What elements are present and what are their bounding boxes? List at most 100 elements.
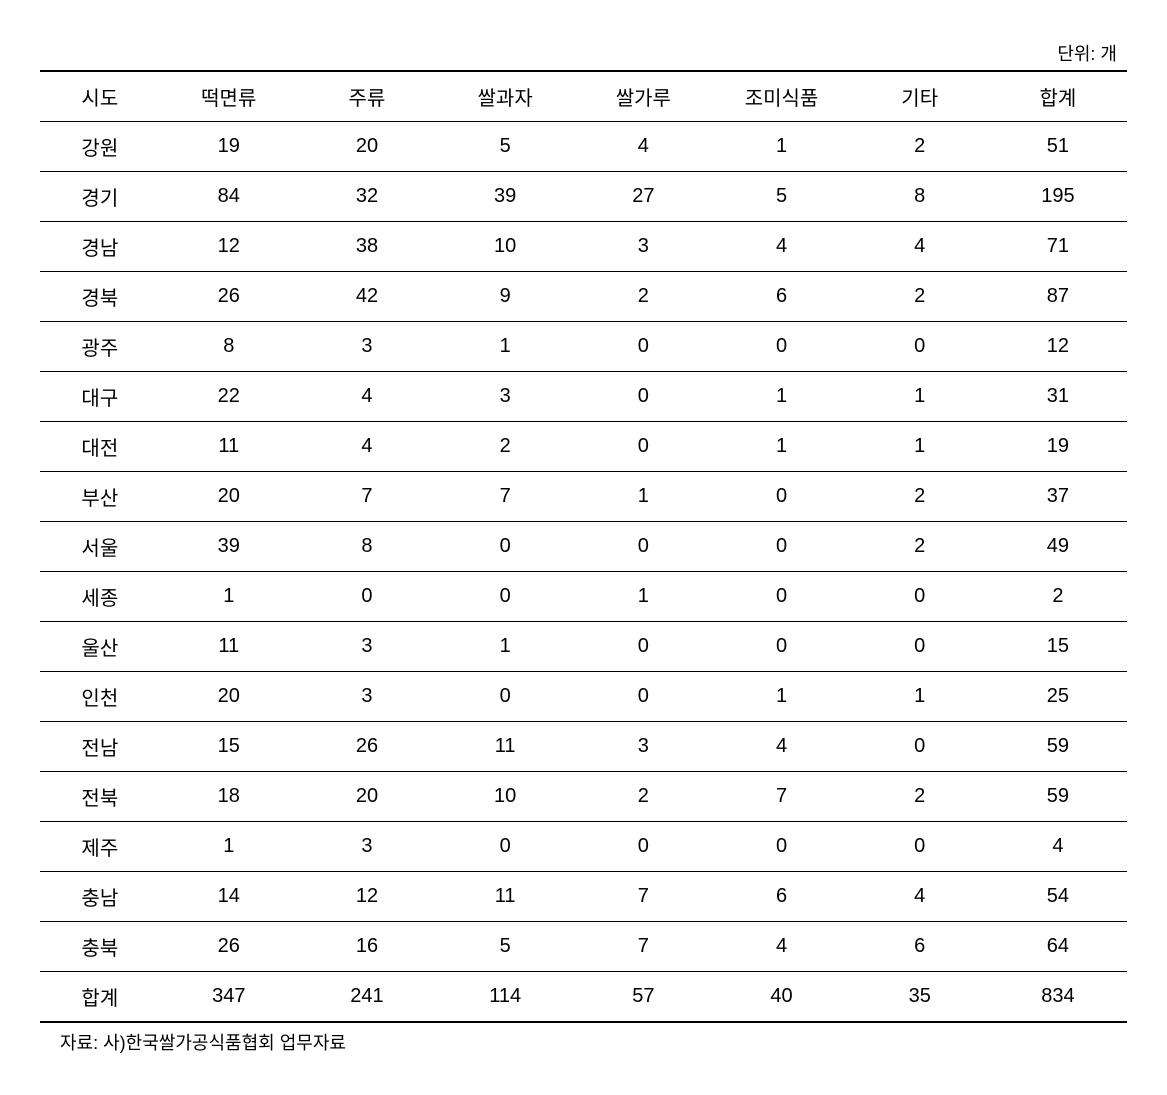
cell-value: 27: [574, 172, 712, 222]
cell-value: 0: [298, 572, 436, 622]
cell-value: 0: [712, 522, 850, 572]
cell-value: 84: [160, 172, 298, 222]
cell-value: 2: [436, 422, 574, 472]
table-row: 제주1300004: [40, 822, 1127, 872]
cell-value: 7: [298, 472, 436, 522]
cell-value: 0: [574, 522, 712, 572]
cell-value: 1: [851, 422, 989, 472]
table-row: 강원1920541251: [40, 122, 1127, 172]
cell-value: 3: [436, 372, 574, 422]
header-total: 합계: [989, 71, 1127, 122]
cell-value: 4: [298, 422, 436, 472]
cell-value: 11: [436, 722, 574, 772]
cell-value: 1: [712, 122, 850, 172]
cell-value: 4: [574, 122, 712, 172]
cell-value: 7: [436, 472, 574, 522]
table-row: 합계347241114574035834: [40, 972, 1127, 1023]
cell-region: 경기: [40, 172, 160, 222]
cell-total: 31: [989, 372, 1127, 422]
cell-value: 0: [574, 822, 712, 872]
cell-value: 3: [574, 222, 712, 272]
cell-value: 15: [160, 722, 298, 772]
cell-value: 40: [712, 972, 850, 1023]
cell-value: 0: [436, 672, 574, 722]
table-row: 대전114201119: [40, 422, 1127, 472]
cell-total: 49: [989, 522, 1127, 572]
cell-value: 114: [436, 972, 574, 1023]
cell-total: 54: [989, 872, 1127, 922]
cell-value: 0: [712, 822, 850, 872]
cell-region: 충북: [40, 922, 160, 972]
cell-value: 11: [160, 422, 298, 472]
cell-value: 241: [298, 972, 436, 1023]
unit-label: 단위: 개: [40, 40, 1127, 66]
cell-region: 합계: [40, 972, 160, 1023]
cell-value: 1: [436, 322, 574, 372]
cell-value: 0: [574, 622, 712, 672]
cell-value: 22: [160, 372, 298, 422]
table-row: 대구224301131: [40, 372, 1127, 422]
cell-value: 1: [851, 672, 989, 722]
cell-region: 제주: [40, 822, 160, 872]
cell-value: 4: [298, 372, 436, 422]
cell-value: 1: [712, 372, 850, 422]
cell-value: 35: [851, 972, 989, 1023]
cell-value: 0: [574, 322, 712, 372]
cell-total: 834: [989, 972, 1127, 1023]
cell-total: 12: [989, 322, 1127, 372]
cell-value: 8: [851, 172, 989, 222]
cell-value: 1: [851, 372, 989, 422]
table-row: 광주83100012: [40, 322, 1127, 372]
cell-value: 1: [712, 422, 850, 472]
cell-value: 20: [160, 472, 298, 522]
cell-value: 0: [712, 472, 850, 522]
cell-value: 2: [851, 272, 989, 322]
cell-region: 세종: [40, 572, 160, 622]
cell-value: 5: [436, 122, 574, 172]
table-row: 전북18201027259: [40, 772, 1127, 822]
table-row: 충북2616574664: [40, 922, 1127, 972]
cell-region: 충남: [40, 872, 160, 922]
data-table: 시도 떡면류 주류 쌀과자 쌀가루 조미식품 기타 합계 강원192054125…: [40, 70, 1127, 1023]
cell-total: 64: [989, 922, 1127, 972]
cell-value: 26: [298, 722, 436, 772]
cell-value: 4: [851, 872, 989, 922]
cell-value: 0: [712, 322, 850, 372]
cell-value: 57: [574, 972, 712, 1023]
cell-value: 20: [298, 122, 436, 172]
cell-value: 0: [436, 522, 574, 572]
cell-value: 18: [160, 772, 298, 822]
cell-total: 59: [989, 772, 1127, 822]
cell-region: 경남: [40, 222, 160, 272]
cell-value: 3: [574, 722, 712, 772]
cell-value: 1: [160, 822, 298, 872]
cell-value: 1: [160, 572, 298, 622]
cell-value: 3: [298, 672, 436, 722]
cell-value: 0: [574, 422, 712, 472]
cell-value: 10: [436, 222, 574, 272]
cell-value: 2: [574, 772, 712, 822]
cell-value: 4: [712, 722, 850, 772]
cell-value: 12: [298, 872, 436, 922]
cell-total: 59: [989, 722, 1127, 772]
cell-value: 0: [574, 672, 712, 722]
cell-value: 4: [712, 922, 850, 972]
cell-total: 19: [989, 422, 1127, 472]
cell-value: 2: [574, 272, 712, 322]
header-col1: 떡면류: [160, 71, 298, 122]
cell-value: 347: [160, 972, 298, 1023]
table-row: 경남12381034471: [40, 222, 1127, 272]
cell-value: 6: [712, 272, 850, 322]
cell-value: 7: [574, 922, 712, 972]
table-row: 부산207710237: [40, 472, 1127, 522]
cell-total: 4: [989, 822, 1127, 872]
cell-value: 8: [160, 322, 298, 372]
cell-value: 2: [851, 472, 989, 522]
cell-region: 부산: [40, 472, 160, 522]
cell-region: 전남: [40, 722, 160, 772]
cell-region: 강원: [40, 122, 160, 172]
cell-total: 2: [989, 572, 1127, 622]
cell-value: 39: [436, 172, 574, 222]
table-header-row: 시도 떡면류 주류 쌀과자 쌀가루 조미식품 기타 합계: [40, 71, 1127, 122]
cell-value: 20: [160, 672, 298, 722]
